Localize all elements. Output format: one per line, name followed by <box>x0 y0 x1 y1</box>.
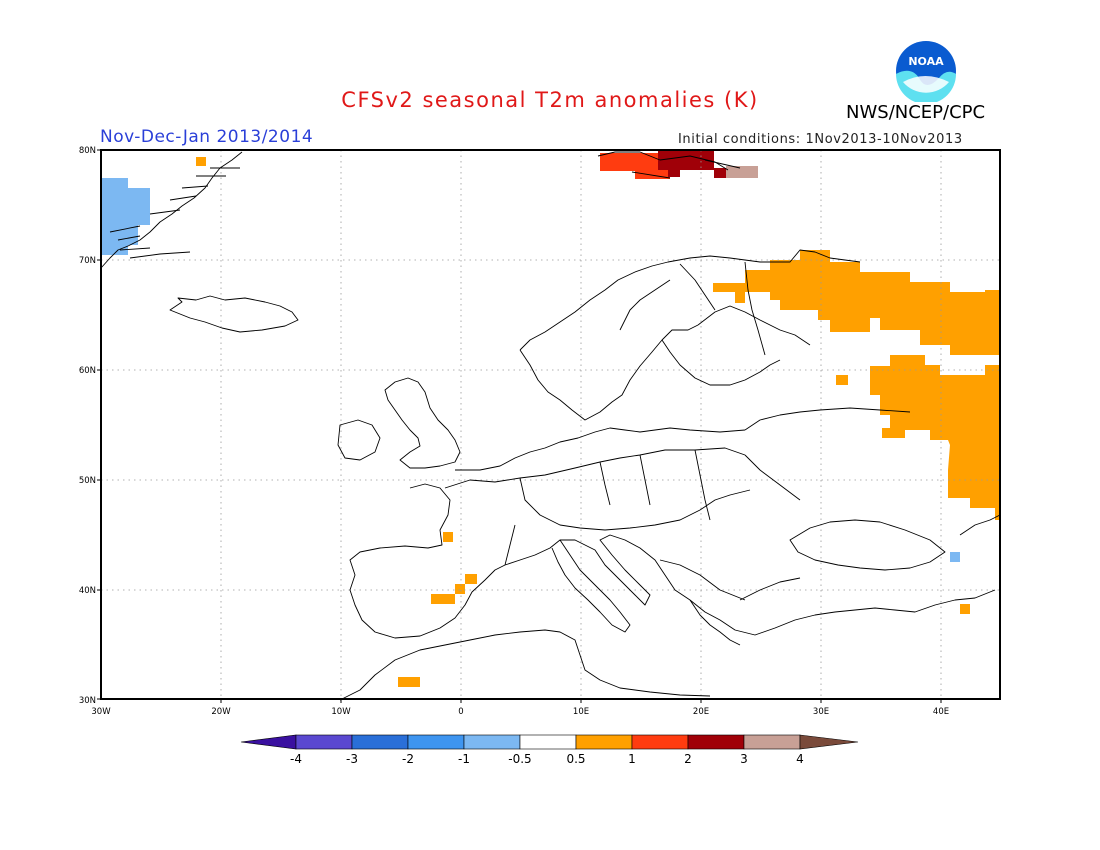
anomaly-greenland-north <box>196 157 206 166</box>
initial-conditions-label: Initial conditions: 1Nov2013-10Nov2013 <box>678 132 963 147</box>
colorbar-label: 0.5 <box>566 752 585 766</box>
y-tick-label: 70N <box>79 256 96 266</box>
y-tick-label: 50N <box>79 476 96 486</box>
colorbar-label: -4 <box>290 752 302 766</box>
anomaly-morocco <box>398 677 420 687</box>
anomaly-svalbard-6 <box>726 166 758 178</box>
colorbar-label: -1 <box>458 752 470 766</box>
logo-text: NOAA <box>908 55 944 68</box>
colorbar-swatch <box>407 734 465 750</box>
colorbar-labels: -4 -3 -2 -1 -0.5 0.5 1 2 3 4 <box>290 752 804 766</box>
x-tick-marks <box>220 699 942 703</box>
colorbar-swatch <box>351 734 409 750</box>
y-tick-label: 60N <box>79 366 96 376</box>
anomaly-spain-2 <box>455 584 465 594</box>
anomaly-svalbard-2 <box>635 170 670 179</box>
colorbar-label: 1 <box>628 752 636 766</box>
colorbar-swatch <box>575 734 633 750</box>
colorbar-swatch <box>743 734 801 750</box>
anomaly-spain-3 <box>465 574 477 584</box>
x-axis-labels: 30W 20W 10W 0 10E 20E 30E 40E <box>91 707 949 717</box>
anomaly-russia-small <box>836 375 848 385</box>
map-frame <box>100 149 1001 700</box>
colorbar-arrow-low <box>240 734 297 750</box>
anomaly-france-sw <box>443 532 453 542</box>
y-tick-label: 80N <box>79 146 96 156</box>
x-tick-label: 30W <box>91 707 111 717</box>
period-label: Nov-Dec-Jan 2013/2014 <box>100 127 314 147</box>
colorbar-swatch <box>631 734 689 750</box>
y-tick-marks <box>97 149 101 700</box>
colorbar-label: -0.5 <box>508 752 531 766</box>
colorbar-arrow-high <box>799 734 859 750</box>
colorbar-label: 3 <box>740 752 748 766</box>
anomaly-nw-russia <box>713 250 1000 355</box>
agency-label: NWS/NCEP/CPC <box>846 102 986 123</box>
x-tick-label: 30E <box>813 707 829 717</box>
anomaly-svalbard-5 <box>714 168 726 178</box>
colorbar-swatches <box>240 734 859 750</box>
x-tick-label: 20W <box>211 707 231 717</box>
y-axis-labels: 80N 70N 60N 50N 40N 30N <box>79 146 96 706</box>
colorbar-label: 4 <box>796 752 804 766</box>
anomaly-svalbard-1 <box>600 153 658 171</box>
anomaly-caucasus <box>950 552 960 562</box>
colorbar-label: -3 <box>346 752 358 766</box>
anomaly-west-russia <box>870 355 1000 520</box>
anomaly-svalbard-4 <box>668 168 680 177</box>
x-tick-label: 40E <box>933 707 949 717</box>
map-grid <box>101 150 1000 699</box>
anomaly-greenland <box>101 178 150 255</box>
colorbar-swatch <box>463 734 521 750</box>
y-tick-label: 40N <box>79 586 96 596</box>
anomaly-spain-1 <box>431 594 455 604</box>
x-tick-label: 0 <box>458 707 463 717</box>
noaa-logo: NOAA <box>896 41 956 102</box>
y-tick-label: 30N <box>79 696 96 706</box>
colorbar-label: -2 <box>402 752 414 766</box>
x-tick-label: 20E <box>693 707 709 717</box>
colorbar-swatch <box>295 734 353 750</box>
x-tick-label: 10E <box>573 707 589 717</box>
anomaly-turkey-east <box>960 604 970 614</box>
x-tick-label: 10W <box>331 707 351 717</box>
coastlines <box>100 151 1001 701</box>
anomaly-shading <box>101 150 1000 687</box>
colorbar-label: 2 <box>684 752 692 766</box>
colorbar-swatch <box>687 734 745 750</box>
anomaly-svalbard-3 <box>658 150 714 170</box>
colorbar-swatch <box>519 734 577 750</box>
chart-title: CFSv2 seasonal T2m anomalies (K) <box>341 88 759 112</box>
